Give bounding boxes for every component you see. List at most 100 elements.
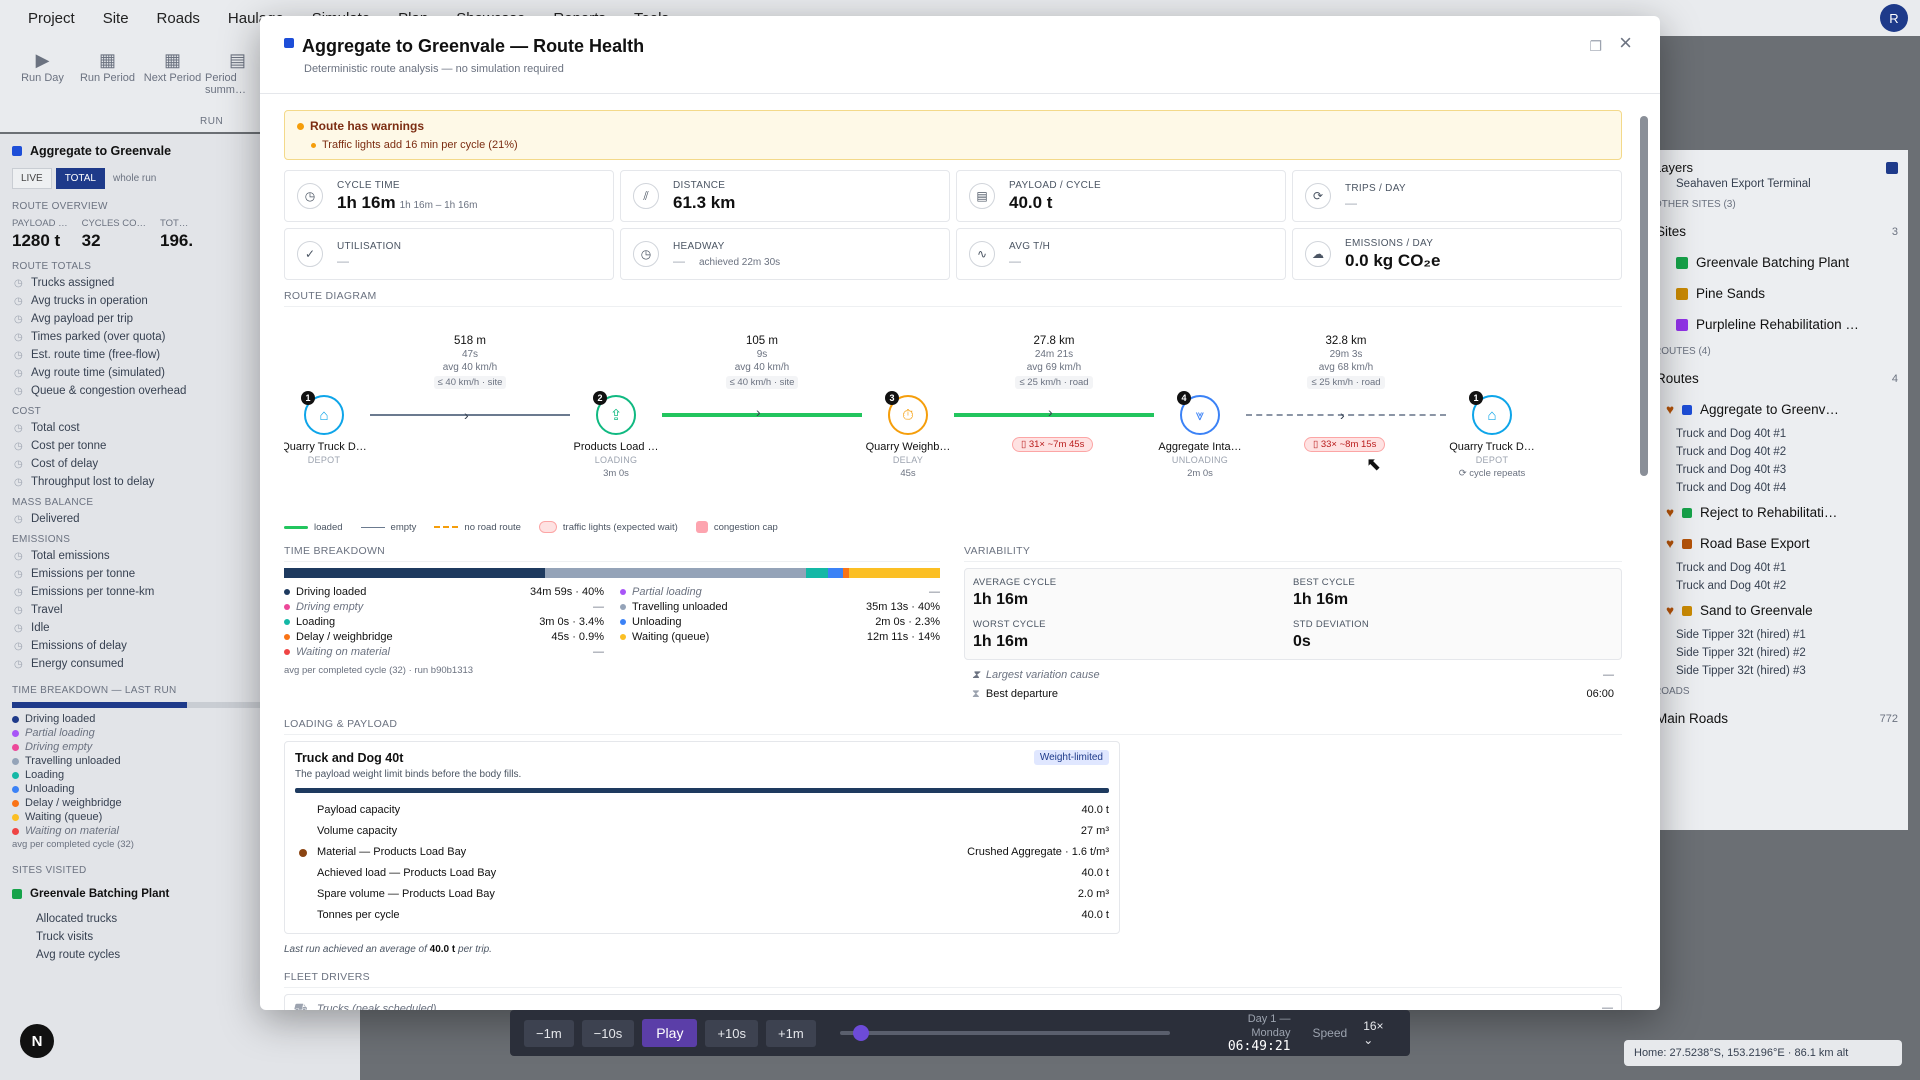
back-10s-button[interactable]: −10s (581, 1019, 635, 1047)
route-color-swatch (1682, 404, 1693, 415)
layer-truck-item[interactable]: Truck and Dog 40t #4 (1676, 482, 1787, 494)
route-node-5[interactable]: ⌂ 1 (1469, 391, 1512, 435)
loading-payload-section: LOADING & PAYLOAD Truck and Dog 40t Weigh… (284, 718, 1622, 955)
north-button[interactable]: N (20, 1024, 54, 1058)
node-label: Quarry Weighb… DELAY 45s (848, 441, 968, 480)
node-icon: ⌂ (319, 406, 329, 424)
route-node-1[interactable]: ⌂ 1 (301, 391, 344, 435)
layer-truck-item[interactable]: Side Tipper 32t (hired) #2 (1676, 647, 1806, 659)
diagram-legend: loaded empty no road route traffic lights (… (284, 521, 1622, 533)
segment-time: 9s (756, 349, 768, 360)
toolbar-button-3[interactable]: ▤ Period summ… (205, 48, 270, 132)
layer-truck-item[interactable]: Truck and Dog 40t #2 (1676, 580, 1787, 592)
routes-group[interactable]: Routes 4 (1640, 363, 1908, 394)
stat-label-text: Travel (31, 604, 63, 616)
route-node-4[interactable]: ⩔ 4 (1177, 391, 1220, 435)
legend-swatch (538, 521, 557, 533)
route-diagram: ⌂ 1 Quarry Truck D… DEPOT ⇪ 2 Products Load … L… (284, 307, 1622, 517)
layers-title: Layers (1654, 160, 1694, 175)
play-button[interactable]: Play (642, 1019, 698, 1047)
kpi-card: ☁ EMISSIONS / DAY 0.0 kg CO₂e (1292, 228, 1622, 280)
modal-scrollbar[interactable] (1640, 102, 1648, 1002)
fwd-10s-button[interactable]: +10s (705, 1019, 759, 1047)
user-avatar[interactable]: R (1880, 4, 1908, 32)
legend-label: Unloading (25, 783, 75, 795)
layer-site-item[interactable]: Pine Sands (1640, 278, 1908, 309)
time-bar-segment (827, 568, 843, 578)
timeline-knob[interactable] (853, 1025, 870, 1041)
layers-toggle-checkbox[interactable] (1886, 161, 1898, 174)
legend-dot (12, 827, 19, 835)
layer-truck-item[interactable]: Truck and Dog 40t #1 (1676, 562, 1787, 574)
stat-label-text: Emissions per tonne-km (31, 586, 155, 598)
toolbar-button-label: Period summ… (205, 72, 246, 96)
std-dev-label: STD DEVIATION (1293, 619, 1370, 630)
legend-label: Travelling unloaded (25, 755, 121, 767)
route-node-3[interactable]: ⏱ 3 (885, 391, 928, 435)
close-icon[interactable]: × (1619, 30, 1632, 55)
kpi-value: 40.0 t (1009, 193, 1101, 213)
layer-truck-item[interactable]: Truck and Dog 40t #1 (1676, 428, 1787, 440)
layer-truck-item[interactable]: Side Tipper 32t (hired) #3 (1676, 665, 1806, 677)
back-1m-button[interactable]: −1m (524, 1019, 574, 1047)
time-breakdown-value: — (593, 600, 604, 613)
variation-cause-row: ⧗ Largest variation cause — (964, 666, 1622, 685)
scrollbar-thumb[interactable] (1640, 116, 1648, 476)
kpi-value-text: 1h 16m (337, 192, 396, 212)
kpi-value: 61.3 km (673, 193, 735, 213)
layer-truck-item[interactable]: Side Tipper 32t (hired) #1 (1676, 629, 1806, 641)
time-breakdown-dot (620, 633, 626, 640)
tab-total[interactable]: TOTAL (55, 168, 105, 189)
tab-live[interactable]: LIVE (12, 168, 52, 189)
payload-row: Payload capacity 40.0 t (295, 799, 1109, 820)
layer-site-item[interactable]: Purpleline Rehabilitation … (1640, 309, 1908, 340)
legend-label: no road route (464, 521, 521, 533)
layer-route-item[interactable]: ♥ Aggregate to Greenv… (1640, 394, 1908, 425)
copy-icon[interactable]: ❐ (1589, 38, 1602, 54)
layer-item-top[interactable]: Seahaven Export Terminal (1676, 178, 1811, 190)
menu-item-roads[interactable]: Roads (156, 9, 200, 27)
time-breakdown-bar (284, 568, 940, 578)
route-node-2[interactable]: ⇪ 2 (593, 391, 636, 435)
speed-select[interactable]: 16× ⌄ (1363, 1019, 1396, 1047)
layer-site-label: Pine Sands (1696, 286, 1766, 301)
legend-dot (12, 715, 19, 723)
payload-row: Material — Products Load Bay Crushed Aggr… (295, 841, 1109, 862)
bullet-icon (311, 142, 316, 148)
stat-label: ◷ Queue & congestion overhead (14, 385, 186, 397)
fwd-1m-button[interactable]: +1m (766, 1019, 816, 1047)
roads-group[interactable]: Main Roads 772 (1640, 703, 1908, 734)
layer-site-item[interactable]: Greenvale Batching Plant (1640, 247, 1908, 278)
layer-group-count: 772 (1879, 712, 1898, 725)
kpi-value: — achieved 22m 30s (673, 254, 780, 268)
stat-icon: ◷ (14, 440, 23, 452)
worst-cycle-label: WORST CYCLE (973, 619, 1046, 630)
site-color-swatch (1676, 318, 1688, 331)
kpi-label: DISTANCE (673, 179, 726, 191)
node-number: 2 (593, 391, 607, 405)
stat-row: ◷ Queue & congestion overhead (0, 382, 360, 400)
layer-route-item[interactable]: ♥ Reject to Rehabilitati… (1640, 497, 1908, 528)
menu-item-site[interactable]: Site (102, 9, 129, 27)
time-breakdown-dot (284, 588, 290, 595)
layer-truck-item[interactable]: Truck and Dog 40t #3 (1676, 464, 1787, 476)
layer-route-item[interactable]: ♥ Road Base Export (1640, 528, 1908, 559)
layer-truck-item[interactable]: Truck and Dog 40t #2 (1676, 446, 1787, 458)
stat-label: ◷ Cost per tonne (14, 440, 106, 452)
toolbar-button-0[interactable]: ▶ Run Day (10, 48, 75, 132)
route-segment-loaded: › (954, 404, 1154, 420)
menu-item-project[interactable]: Project (28, 9, 75, 27)
layer-group-label: Sites (1656, 224, 1687, 239)
segment-time: 24m 21s (1034, 349, 1074, 360)
legend-label: loaded (314, 521, 343, 533)
toolbar-button-label: Run Period (79, 72, 136, 84)
toolbar-button-2[interactable]: ▦ Next Period (140, 48, 205, 132)
kpi-value-text: 40.0 t (1009, 192, 1053, 212)
layer-route-item[interactable]: ♥ Sand to Greenvale (1640, 595, 1908, 626)
segment-time: 29m 3s (1329, 349, 1363, 360)
stat-label: ◷ Total emissions (14, 550, 110, 562)
legend-item: congestion cap (695, 521, 778, 533)
sites-group[interactable]: Sites 3 (1640, 216, 1908, 247)
toolbar-button-1[interactable]: ▦ Run Period (75, 48, 140, 132)
timeline-slider[interactable] (839, 1025, 1170, 1041)
